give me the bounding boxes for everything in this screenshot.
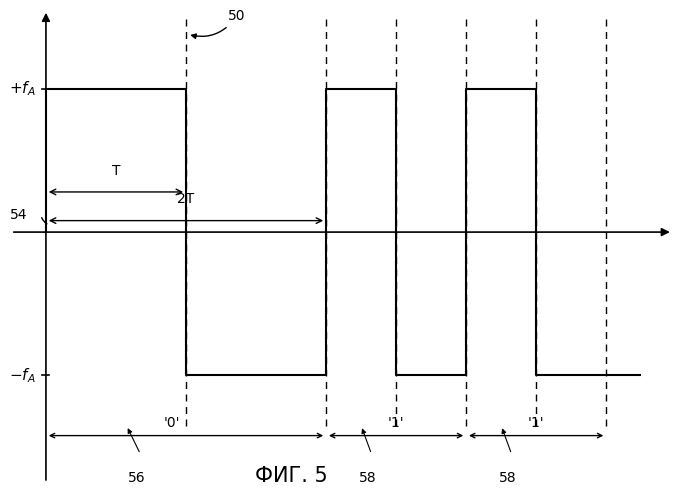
Text: 58: 58 [359,472,377,486]
Text: ФИГ. 5: ФИГ. 5 [255,466,327,486]
Text: '1': '1' [528,416,545,430]
Text: 56: 56 [128,472,146,486]
Text: '0': '0' [164,416,180,430]
Text: 2T: 2T [177,192,195,206]
Text: T: T [112,164,120,177]
Text: '1': '1' [388,416,405,430]
Text: $+f_A$: $+f_A$ [9,80,35,98]
Text: 50: 50 [191,9,246,38]
Text: 54: 54 [10,208,27,222]
Text: 58: 58 [499,472,517,486]
Text: $-f_A$: $-f_A$ [9,366,35,385]
